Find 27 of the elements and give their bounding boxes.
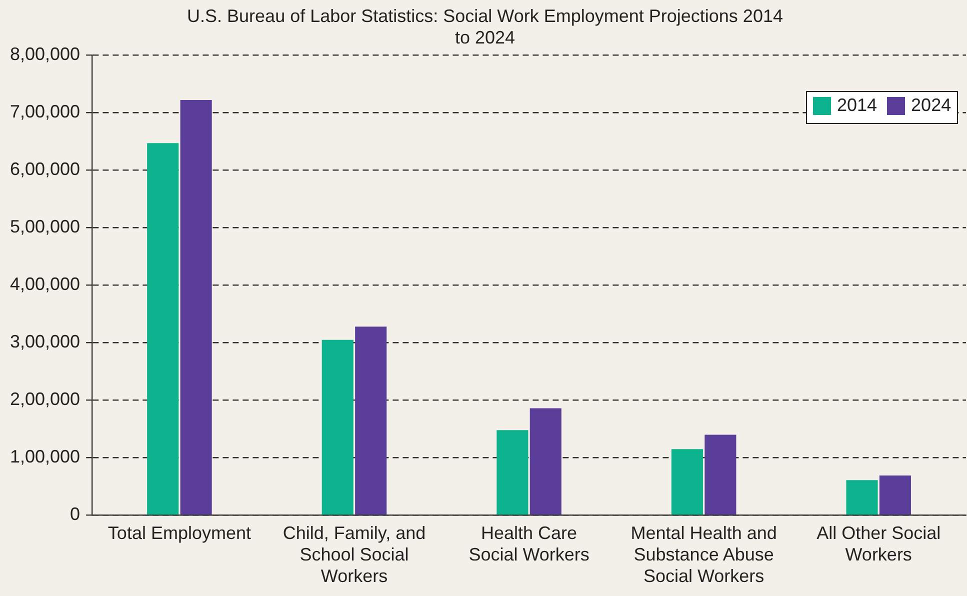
x-tick-label: Child, Family, and School Social Workers [282, 522, 426, 586]
y-tick-label: 1,00,000 [10, 446, 80, 467]
bar [147, 143, 179, 515]
y-tick-label: 6,00,000 [10, 159, 80, 180]
y-tick-label: 4,00,000 [10, 274, 80, 294]
bar [496, 430, 528, 515]
y-tick-label: 7,00,000 [10, 102, 80, 122]
bar [355, 326, 387, 515]
y-tick-label: 0 [70, 504, 80, 524]
bar [530, 408, 562, 515]
x-tick-label: All Other Social Workers [816, 522, 941, 565]
bar [322, 340, 354, 515]
y-tick-label: 8,00,000 [10, 44, 80, 64]
legend-label: 2014 [836, 95, 878, 116]
y-tick-label: 2,00,000 [10, 389, 80, 410]
x-tick-label: Health Care Social Workers [468, 522, 590, 565]
bar [180, 100, 212, 515]
bar [704, 434, 736, 515]
chart-title: U.S. Bureau of Labor Statistics: Social Work Employment Projections 2014 to 2024 [187, 6, 783, 48]
legend-label: 2024 [910, 95, 952, 116]
x-tick-label: Total Employment [108, 522, 251, 543]
bar [846, 480, 878, 515]
y-tick-label: 5,00,000 [10, 216, 80, 237]
y-tick-label: 3,00,000 [10, 332, 80, 352]
x-tick-label: Mental Health and Substance Abuse Social Workers [630, 522, 777, 586]
bar [671, 449, 703, 515]
bar [879, 476, 911, 515]
